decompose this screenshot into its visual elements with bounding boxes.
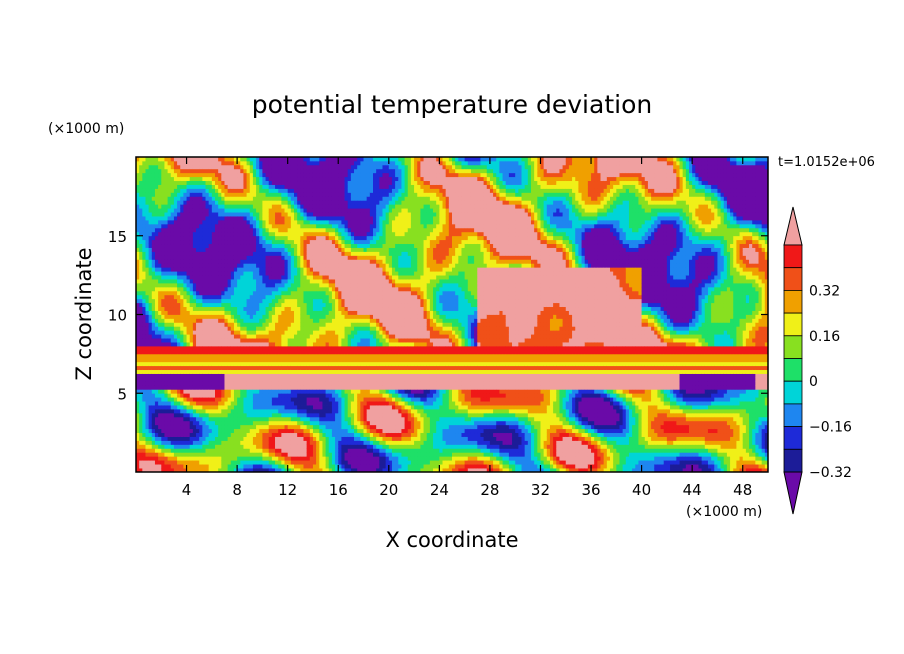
x-tick-label: 32: [531, 481, 550, 499]
y-axis: 5 10 15: [108, 228, 768, 403]
x-tick-label: 24: [430, 481, 449, 499]
x-unit-label: (×1000 m): [686, 504, 762, 520]
x-tick-label: 4: [182, 481, 192, 499]
x-axis-label: X coordinate: [385, 528, 518, 552]
x-tick-label: 16: [329, 481, 348, 499]
y-axis-label: Z coordinate: [72, 247, 96, 380]
colorbar-swatch: [783, 380, 803, 405]
x-tick-label: 40: [632, 481, 651, 499]
colorbar-cap-bottom: [783, 471, 803, 515]
time-label: t=1.0152e+06: [778, 155, 875, 170]
x-tick-label: 12: [278, 481, 297, 499]
colorbar-swatch: [783, 267, 803, 291]
y-tick-label: 15: [108, 228, 127, 246]
contour-field: [136, 157, 768, 472]
colorbar: 0.32 0.16 0 −0.16 −0.32: [783, 206, 852, 515]
x-tick-label: 8: [232, 481, 242, 499]
colorbar-label: 0: [809, 374, 818, 390]
y-tick-label: 10: [108, 307, 127, 325]
x-tick-label: 28: [480, 481, 499, 499]
colorbar-swatch: [783, 312, 803, 337]
x-tick-label: 44: [683, 481, 702, 499]
x-axis: 4 8 12 16 20 24 28 32 36 40 44 48: [182, 157, 752, 499]
colorbar-swatch: [783, 335, 803, 359]
colorbar-swatch: [783, 448, 803, 473]
colorbar-swatch: [783, 358, 803, 382]
colorbar-label: −0.32: [809, 465, 852, 481]
x-tick-label: 20: [379, 481, 398, 499]
colorbar-swatch: [783, 403, 803, 427]
colorbar-swatch: [783, 426, 803, 450]
colorbar-swatch: [783, 244, 803, 269]
colorbar-label: 0.16: [809, 329, 840, 345]
y-tick-label: 5: [117, 385, 127, 403]
colorbar-label: −0.16: [809, 420, 852, 436]
colorbar-cap-top: [783, 206, 803, 246]
y-unit-label: (×1000 m): [48, 121, 124, 137]
chart-title: potential temperature deviation: [252, 90, 652, 119]
x-tick-label: 48: [733, 481, 752, 499]
colorbar-label: 0.32: [809, 283, 840, 299]
colorbar-swatch: [783, 289, 803, 314]
x-tick-label: 36: [581, 481, 600, 499]
